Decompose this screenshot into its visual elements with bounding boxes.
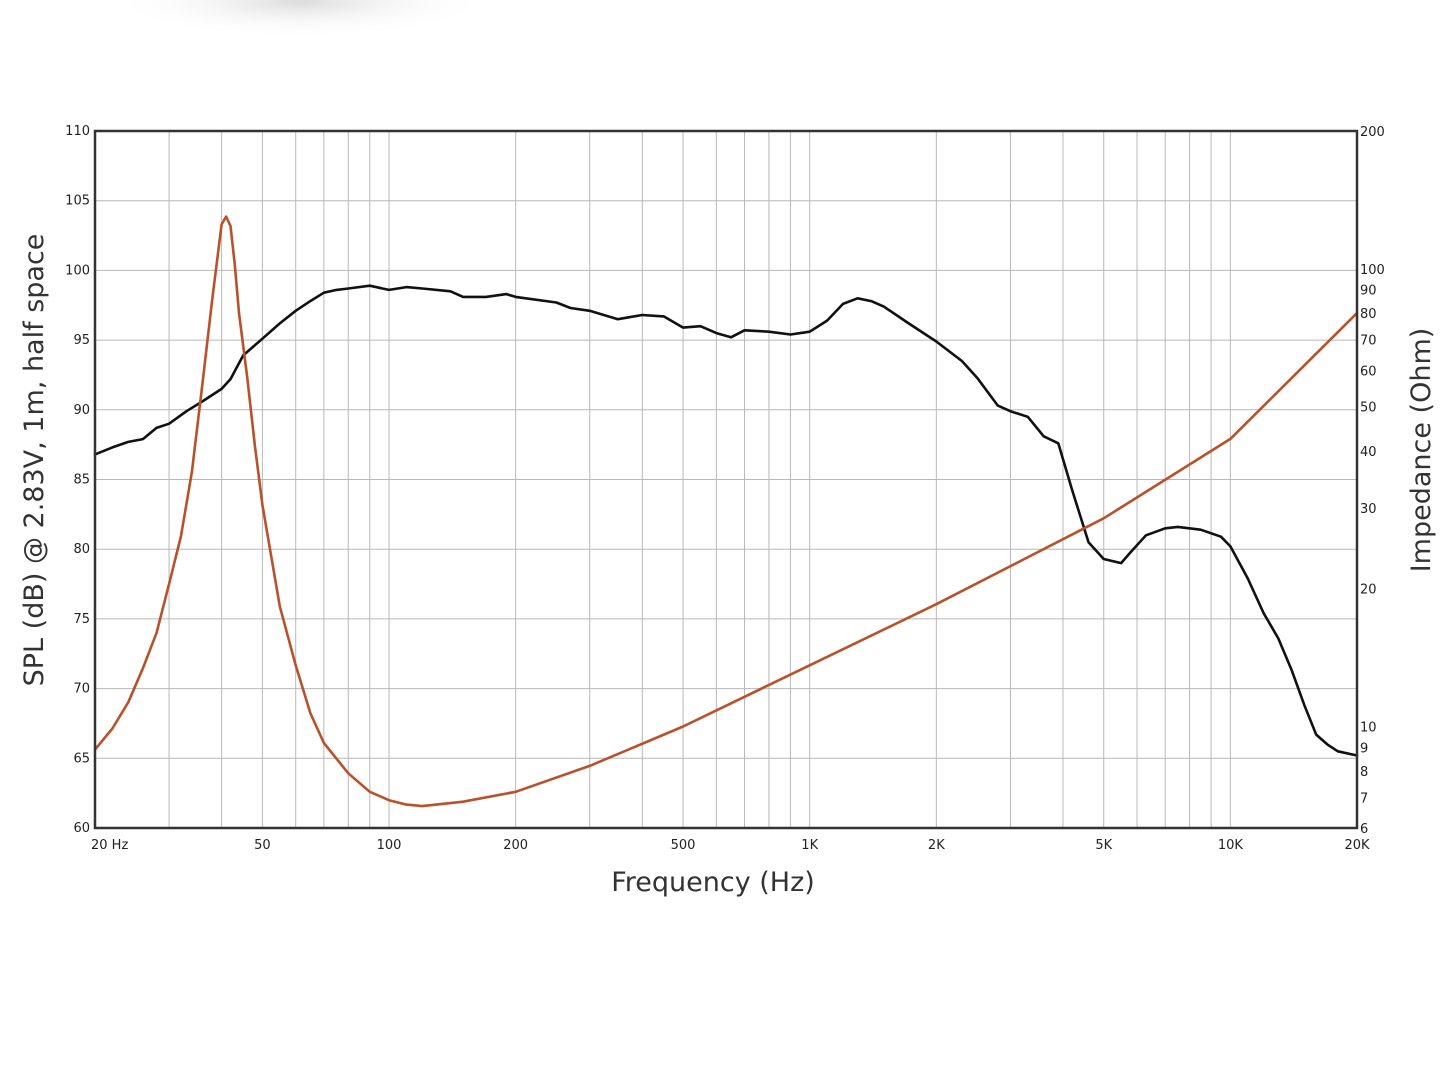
y2-tick-label: 7 [1360,791,1368,806]
y-tick-label: 65 [73,751,90,766]
x-tick-label: 5K [1095,838,1112,853]
y-axis-title: SPL (dB) @ 2.83V, 1m, half space [19,234,50,687]
y-tick-label: 70 [73,682,90,697]
grid [95,131,1357,828]
y-tick-label: 95 [73,333,90,348]
y2-tick-label: 20 [1360,583,1377,598]
x-tick-label: 200 [503,838,528,853]
impedance-curve [93,215,1359,808]
y-tick-label: 85 [73,473,90,488]
y2-tick-label: 80 [1360,307,1377,322]
x-axis-title: Frequency (Hz) [611,867,815,898]
background-shadow [110,0,490,38]
y2-tick-label: 200 [1360,125,1385,140]
x-tick-label: 100 [377,838,402,853]
y-tick-label: 60 [73,821,90,836]
y-tick-label: 90 [73,403,90,418]
y2-tick-label: 6 [1360,822,1368,837]
y2-tick-label: 90 [1360,284,1377,299]
y2-tick-label: 30 [1360,502,1377,517]
y2-tick-label: 50 [1360,401,1377,416]
y2-tick-label: 100 [1360,263,1385,278]
y2-tick-label: 70 [1360,334,1377,349]
series-lines [93,215,1359,808]
x-tick-label: 20 Hz [91,838,128,853]
y2-tick-label: 10 [1360,720,1377,735]
y2-tick-label: 8 [1360,765,1368,780]
y2-tick-label: 9 [1360,741,1368,756]
y-tick-label: 110 [65,124,90,139]
y2-tick-label: 40 [1360,445,1377,460]
y-tick-label: 105 [65,194,90,209]
y2-axis-title: Impedance (Ohm) [1406,328,1437,573]
x-tick-label: 20K [1344,838,1370,853]
plot-frame [93,129,1359,830]
x-tick-label: 2K [928,838,945,853]
y2-tick-label: 60 [1360,364,1377,379]
x-tick-label: 1K [801,838,818,853]
tick-labels: 20 Hz 50 100 200 500 1K 2K 5K 10K 20K606570758085… [65,124,1385,853]
x-tick-label: 500 [671,838,696,853]
x-tick-label: 50 [254,838,271,853]
x-tick-label: 10K [1218,838,1244,853]
y-tick-label: 75 [73,612,90,627]
y-tick-label: 100 [65,263,90,278]
y-tick-label: 80 [73,542,90,557]
spl-curve [93,284,1359,757]
